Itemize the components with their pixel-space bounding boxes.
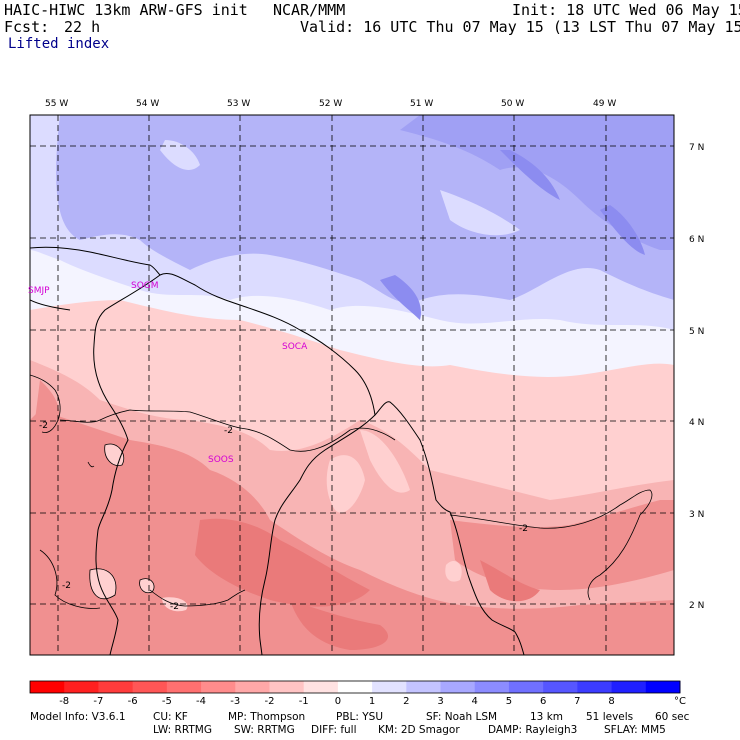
- border-northwest: [30, 299, 71, 311]
- footer-cu: CU: KF: [153, 711, 188, 723]
- colorbar-swatch: [645, 681, 681, 693]
- footer-model-info: Model Info: V3.6.1: [30, 711, 126, 723]
- lon-label: 50 W: [501, 99, 524, 109]
- lat-label: 5 N: [689, 327, 704, 337]
- contour-label: -2: [39, 421, 48, 431]
- colorbar-tick: -1: [299, 696, 309, 707]
- lon-label: 53 W: [227, 99, 250, 109]
- colorbar-tick: -4: [196, 696, 206, 707]
- colorbar-tick: -6: [128, 696, 138, 707]
- footer-sw: SW: RRTMG: [234, 724, 295, 736]
- colorbar-tick: 2: [403, 696, 409, 707]
- colorbar-swatch: [30, 681, 65, 693]
- colorbar-swatch: [611, 681, 647, 693]
- colorbar-tick: 0: [335, 696, 341, 707]
- colorbar-swatch: [303, 681, 339, 693]
- colorbar-swatch: [474, 681, 510, 693]
- colorbar-tick: 8: [608, 696, 614, 707]
- forecast-label: Fcst:: [4, 18, 50, 36]
- colorbar-tick: -7: [93, 696, 103, 707]
- valid-time: Valid: 16 UTC Thu 07 May 15 (13 LST Thu …: [300, 18, 740, 36]
- colorbar-swatch: [440, 681, 476, 693]
- footer-pbl: PBL: YSU: [336, 711, 384, 723]
- contour-label: -2: [519, 524, 528, 534]
- footer-damp: DAMP: Rayleigh3: [488, 724, 578, 736]
- colorbar-unit: °C: [674, 696, 686, 707]
- footer-km: KM: 2D Smagor: [378, 724, 460, 736]
- coastline-borders: [30, 246, 525, 655]
- init-time: Init: 18 UTC Wed 06 May 15: [512, 1, 740, 19]
- colorbar-tick: -8: [59, 696, 69, 707]
- colorbar-tick: 1: [369, 696, 375, 707]
- lon-label: 51 W: [410, 99, 433, 109]
- colorbar-swatch: [372, 681, 407, 693]
- forecast-hour: 22 h: [64, 18, 101, 36]
- border-east: [258, 414, 376, 655]
- coast-line: [30, 246, 525, 655]
- colorbar-swatch: [201, 681, 236, 693]
- lon-label: 49 W: [593, 99, 616, 109]
- border-west: [93, 274, 161, 655]
- lon-label: 54 W: [136, 99, 159, 109]
- latitude-labels: 7 N 6 N 5 N 4 N 3 N 2 N: [689, 143, 704, 611]
- plot-frame: [29, 114, 675, 656]
- red-mid-region: [30, 410, 674, 655]
- lat-label: 6 N: [689, 235, 704, 245]
- footer-levels: 51 levels: [586, 711, 634, 723]
- colorbar-swatch: [337, 681, 373, 693]
- colorbar-tick: -5: [162, 696, 172, 707]
- lat-label: 4 N: [689, 418, 704, 428]
- footer-sflay: SFLAY: MM5: [604, 724, 666, 736]
- colorbar-swatch: [98, 681, 134, 693]
- colorbar-tick: 5: [506, 696, 512, 707]
- footer-timestep: 60 sec: [655, 711, 690, 723]
- lat-label: 7 N: [689, 143, 704, 153]
- colorbar-tick: 7: [574, 696, 580, 707]
- colorbar: [29, 680, 681, 694]
- station-soca: SOCA: [282, 342, 308, 352]
- colorbar-swatch: [577, 681, 613, 693]
- colorbar-swatch: [543, 681, 578, 693]
- model-title: HAIC-HIWC 13km ARW-GFS init: [4, 1, 248, 19]
- colorbar-swatch: [64, 681, 99, 693]
- footer-sf: SF: Noah LSM: [426, 711, 498, 723]
- colorbar-tick: 3: [437, 696, 443, 707]
- contour-label: -2: [170, 602, 179, 612]
- contour-label: -2: [224, 426, 233, 436]
- footer-mp: MP: Thompson: [228, 711, 306, 723]
- footer-resolution: 13 km: [530, 711, 564, 723]
- station-sogm: SOGM: [131, 281, 159, 291]
- lon-label: 55 W: [45, 99, 68, 109]
- lon-label: 52 W: [319, 99, 342, 109]
- footer-diff: DIFF: full: [311, 724, 357, 736]
- footer-lw: LW: RRTMG: [153, 724, 212, 736]
- longitude-labels: 55 W 54 W 53 W 52 W 51 W 50 W 49 W: [45, 99, 616, 109]
- station-labels: SMJP SOGM SOCA SOOS: [28, 281, 308, 465]
- contour-value-labels: -2 -2 -2 -2 -2: [39, 421, 528, 612]
- contours: [30, 374, 653, 609]
- shaded-field: [30, 115, 674, 655]
- lat-label: 3 N: [689, 510, 704, 520]
- colorbar-tick: 6: [540, 696, 546, 707]
- colorbar-swatch: [406, 681, 442, 693]
- colorbar-tick: 4: [472, 696, 478, 707]
- colorbar-tick-labels: -8 -7 -6 -5 -4 -3 -2 -1 0 1 2 3 4 5 6 7 8: [59, 696, 615, 707]
- station-soos: SOOS: [208, 455, 234, 465]
- station-smjp: SMJP: [28, 286, 50, 296]
- lat-lon-grid: [30, 115, 674, 655]
- colorbar-swatch: [166, 681, 202, 693]
- colorbar-swatch: [235, 681, 270, 693]
- colorbar-swatch: [269, 681, 305, 693]
- colorbar-swatch: [508, 681, 544, 693]
- colorbar-swatch: [132, 681, 168, 693]
- colorbar-tick: -3: [230, 696, 240, 707]
- organization-label: NCAR/MMM: [273, 1, 346, 19]
- colorbar-tick: -2: [264, 696, 274, 707]
- red-dark-region: [195, 518, 370, 607]
- lat-label: 2 N: [689, 601, 704, 611]
- field-name: Lifted index: [8, 36, 110, 52]
- colorbar-frame: [29, 680, 681, 694]
- contour-label: -2: [62, 581, 71, 591]
